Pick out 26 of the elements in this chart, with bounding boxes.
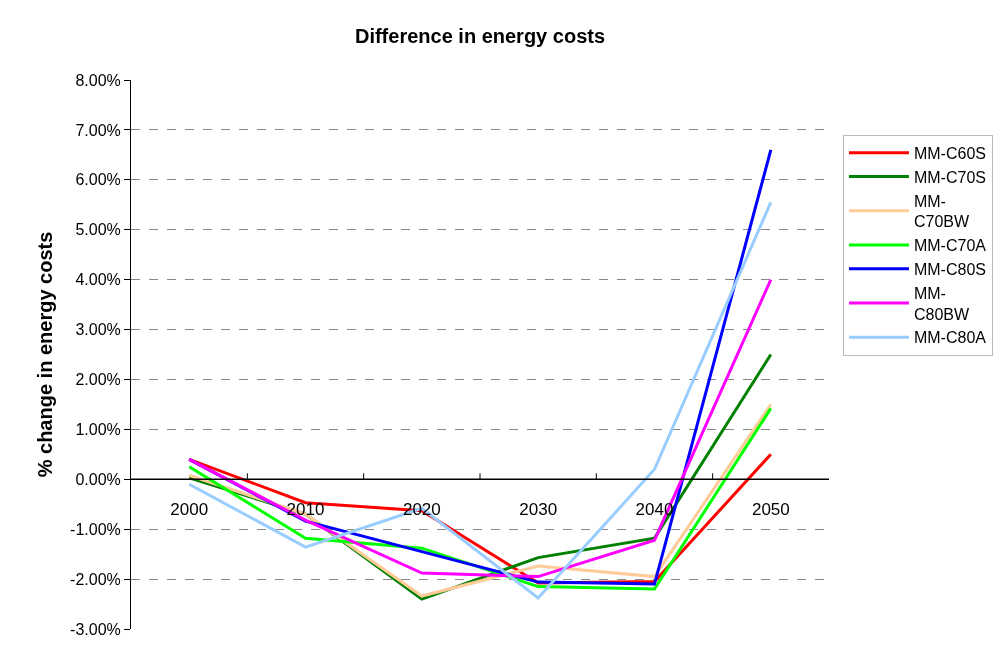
y-tick-label: -3.00% [70, 620, 121, 638]
y-tick-label: -2.00% [70, 570, 121, 588]
x-tick-label: 2000 [170, 500, 209, 520]
y-tick-label: 3.00% [75, 321, 121, 339]
legend-label: MM-C70BW [913, 192, 970, 231]
legend-label: MM-C70A [913, 237, 987, 255]
y-tick-label: 7.00% [75, 121, 121, 139]
y-tick-label: -1.00% [70, 520, 121, 538]
y-tick-label: 5.00% [75, 221, 121, 239]
y-tick-label: 4.00% [75, 271, 121, 289]
legend-label: MM-C60S [913, 145, 986, 163]
y-tick-label: 2.00% [75, 371, 121, 389]
legend-label: MM-C80A [913, 329, 987, 347]
y-tick-label: 8.00% [75, 71, 121, 89]
x-tick-label: 2050 [751, 500, 790, 520]
legend-label: MM-C80BW [913, 284, 970, 323]
y-tick-label: 1.00% [75, 420, 121, 438]
x-tick-label: 2020 [402, 500, 441, 520]
chart-title: Difference in energy costs [354, 25, 606, 48]
legend-label: MM-C80S [913, 261, 986, 279]
y-tick-label: 6.00% [75, 171, 121, 189]
x-tick-label: 2010 [286, 500, 325, 520]
y-tick-label: 0.00% [75, 470, 121, 488]
x-tick-label: 2030 [519, 500, 558, 520]
y-axis-title: % change in energy costs [33, 231, 56, 478]
legend-label: MM-C70S [913, 168, 986, 186]
